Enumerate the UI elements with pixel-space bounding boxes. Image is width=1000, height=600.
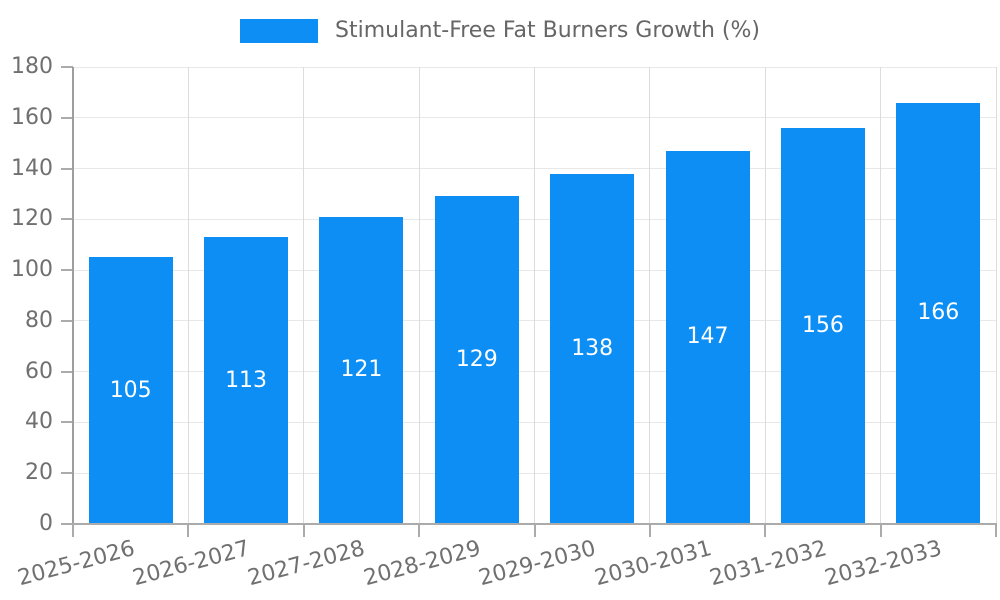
bar-2028-2029	[434, 196, 519, 524]
x-axis-tick	[302, 524, 305, 537]
bar-value-label: 113	[225, 367, 268, 393]
bar-value-label: 156	[801, 312, 844, 338]
chart-legend: Stimulant-Free Fat Burners Growth (%)	[0, 18, 1000, 43]
y-axis-tick-label: 140	[11, 155, 53, 181]
bar-2030-2031	[665, 150, 750, 524]
y-axis-tick-label: 80	[25, 307, 53, 333]
x-gridline	[187, 67, 189, 524]
x-gridline	[649, 67, 651, 524]
x-gridline	[995, 67, 997, 524]
x-axis-tick	[533, 524, 536, 537]
y-axis-tick	[61, 218, 73, 221]
bar-2029-2030	[550, 173, 635, 524]
bar-2026-2027	[204, 237, 289, 524]
bar-2025-2026	[88, 257, 173, 524]
bar-value-label: 105	[109, 377, 152, 403]
bar-value-label: 129	[455, 347, 498, 373]
x-gridline	[534, 67, 535, 524]
y-axis-tick-label: 60	[25, 358, 53, 384]
y-axis-tick	[61, 269, 73, 272]
y-axis-tick-label: 160	[11, 104, 53, 130]
y-axis-tick	[61, 523, 73, 525]
bar-value-label: 166	[917, 300, 960, 326]
y-axis-tick	[61, 167, 73, 170]
x-axis-tick	[764, 524, 767, 537]
x-axis-tick	[72, 524, 74, 537]
plot-area: 105 113 121 129 138 147 156 166	[72, 66, 997, 525]
x-axis-tick	[648, 524, 651, 537]
y-axis-tick-label: 0	[39, 511, 53, 536]
y-axis-tick	[61, 66, 73, 68]
legend-swatch-icon	[240, 18, 319, 43]
bar-value-label: 121	[340, 357, 383, 383]
y-axis-tick-label: 180	[11, 54, 53, 79]
x-axis-tick	[879, 524, 882, 537]
x-gridline	[764, 67, 766, 524]
bar-2031-2032	[780, 127, 865, 524]
y-axis-tick	[61, 472, 73, 475]
x-axis-tick	[187, 524, 190, 537]
legend-label: Stimulant-Free Fat Burners Growth (%)	[335, 18, 760, 43]
y-axis-tick-label: 20	[25, 460, 53, 486]
x-gridline	[880, 67, 882, 524]
y-axis-tick	[61, 370, 73, 373]
y-axis-tick-label: 120	[11, 206, 53, 232]
bar-2032-2033	[896, 102, 981, 524]
x-gridline	[303, 67, 305, 524]
y-axis-line	[72, 67, 74, 524]
y-axis-tick-label: 100	[11, 257, 53, 283]
x-axis-tick	[418, 524, 421, 537]
bar-value-label: 147	[686, 324, 729, 350]
y-axis-tick-label: 40	[25, 409, 53, 435]
bar-2027-2028	[319, 216, 404, 524]
x-axis-line	[72, 523, 997, 525]
y-axis-tick	[61, 319, 73, 322]
x-axis-tick	[995, 524, 997, 537]
bar-value-label: 138	[571, 335, 614, 361]
y-axis-tick	[61, 116, 73, 119]
y-axis-tick	[61, 421, 73, 424]
x-gridline	[418, 67, 420, 524]
